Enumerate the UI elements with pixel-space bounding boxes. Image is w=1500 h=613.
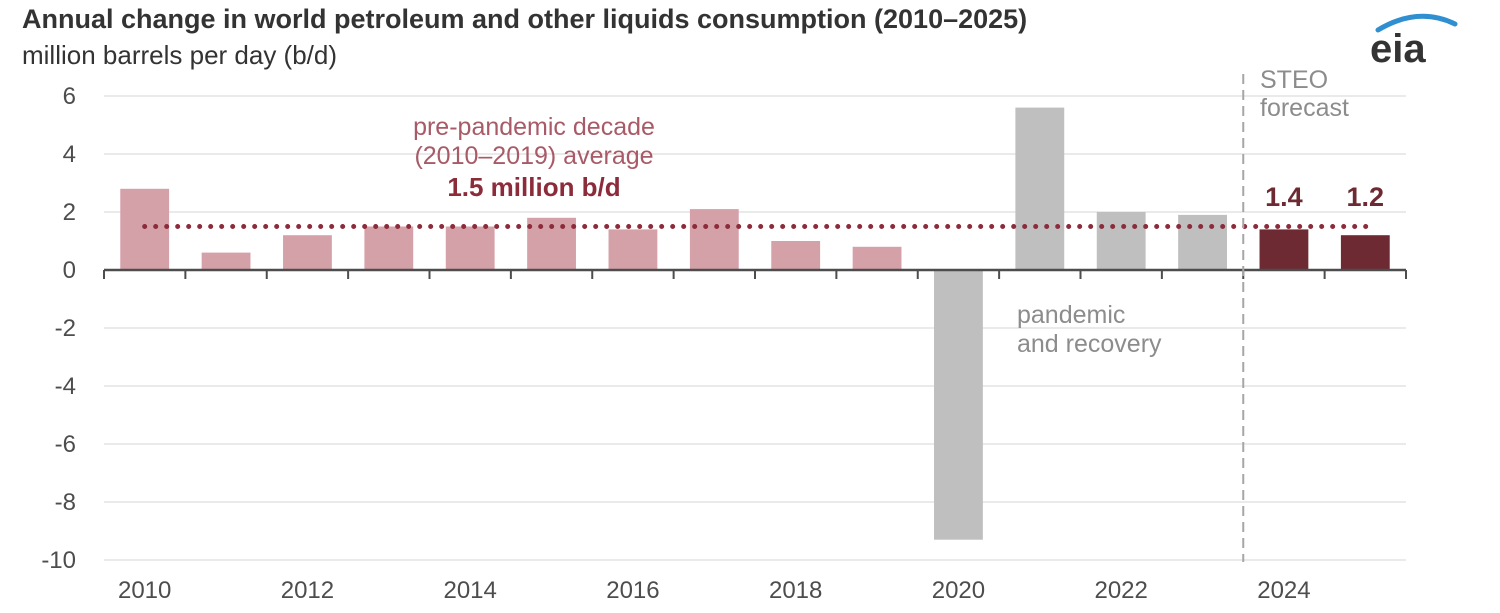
bar-2021: [1015, 107, 1065, 270]
x-axis: [103, 268, 1407, 279]
bar-2019: [852, 246, 902, 270]
y-tick-label: -4: [55, 373, 76, 400]
x-tick-label: 2010: [118, 577, 171, 604]
y-axis-tick-labels: 6 4 2 0 -2 -4 -6 -8 -10: [41, 83, 76, 574]
gridlines: [104, 95, 1406, 561]
logo-swoosh: [1375, 13, 1458, 33]
bar-2020: [934, 270, 983, 540]
bar-2025: [1340, 235, 1390, 270]
bar-2018: [771, 241, 821, 270]
pandemic-annotation-line1: pandemic: [1017, 301, 1125, 329]
x-tick-label: 2018: [769, 577, 822, 604]
chart-title: Annual change in world petroleum and oth…: [22, 4, 1028, 34]
avg-annotation-line2: (2010–2019) average: [414, 142, 653, 170]
avg-annotation-line1: pre-pandemic decade: [413, 113, 655, 141]
x-tick-label: 2020: [932, 577, 985, 604]
y-tick-label: -6: [55, 431, 76, 458]
bar-2016: [608, 229, 658, 270]
bar-2024: [1259, 229, 1309, 270]
overlays: 1.4 1.2: [142, 74, 1385, 562]
x-tick-label: 2024: [1257, 577, 1310, 604]
bar-2017: [689, 209, 739, 270]
y-tick-label: 6: [63, 83, 76, 110]
y-tick-label: -8: [55, 489, 76, 516]
bar-2014: [445, 226, 495, 270]
y-tick-label: -10: [41, 547, 76, 574]
bar-2010: [120, 188, 170, 270]
logo-text: eia: [1370, 27, 1426, 71]
avg-annotation-value: 1.5 million b/d: [447, 172, 620, 202]
bar-2022: [1096, 212, 1146, 270]
steo-annotation-line1: STEO: [1260, 66, 1328, 94]
y-tick-label: 0: [63, 257, 76, 284]
bar-2011: [201, 252, 251, 270]
steo-annotation-line2: forecast: [1260, 94, 1349, 122]
pandemic-annotation-line2: and recovery: [1017, 330, 1162, 358]
eia-logo: eia: [1370, 13, 1458, 71]
y-tick-label: 2: [63, 199, 76, 226]
bar-2023: [1178, 214, 1227, 270]
y-tick-label: -2: [55, 315, 76, 342]
y-tick-label: 4: [63, 141, 76, 168]
x-tick-label: 2022: [1094, 577, 1147, 604]
bars: [120, 107, 1390, 540]
x-tick-label: 2014: [443, 577, 496, 604]
chart-subtitle: million barrels per day (b/d): [22, 40, 338, 70]
x-tick-label: 2012: [281, 577, 334, 604]
bar-2012: [283, 235, 332, 270]
bar-2013: [364, 226, 414, 270]
value-label-2025: 1.2: [1347, 182, 1385, 212]
x-tick-label: 2016: [606, 577, 659, 604]
x-axis-tick-labels: 2010 2012 2014 2016 2018 2020 2022 2024: [118, 577, 1311, 604]
value-label-2024: 1.4: [1265, 182, 1303, 212]
